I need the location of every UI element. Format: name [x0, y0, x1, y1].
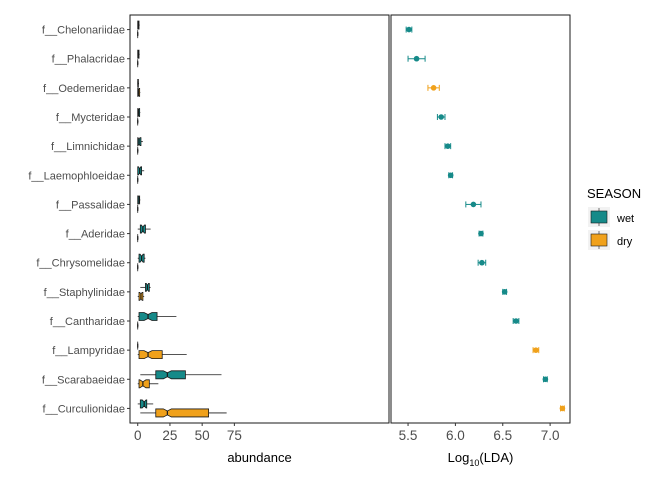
category-label: f__Passalidae [56, 199, 125, 211]
x-axis-title: abundance [227, 450, 291, 465]
category-label: f__Cantharidae [50, 316, 125, 328]
legend-swatch-wet [590, 210, 608, 224]
category-label: f__Chelonariidae [42, 25, 125, 37]
lda-point-f__Lampyridae [532, 347, 540, 354]
lda-point [406, 26, 412, 33]
category-label: f__Oedemeridae [43, 83, 125, 95]
boxplot-wet-0 [137, 20, 140, 30]
lda-point-f__Aderidae [478, 230, 484, 237]
right-panel-frame [390, 14, 571, 424]
legend-title: SEASON [587, 186, 641, 201]
lda-point [413, 55, 420, 62]
boxplot-wet-12 [140, 370, 222, 380]
lda-point [533, 347, 539, 353]
lda-point [445, 143, 451, 149]
legend-label-wet: wet [616, 213, 634, 225]
boxplot-dry-13 [140, 408, 227, 418]
boxplot-wet-1 [137, 49, 140, 59]
lda-point-f__Chelonariidae [405, 26, 413, 33]
box-wet-box [139, 399, 148, 409]
boxplot-dry-1 [137, 59, 139, 68]
lda-point-f__Cantharidae [512, 318, 520, 324]
boxplot-wet-9 [140, 282, 151, 292]
lda-point-f__Laemophloeidae [447, 172, 454, 179]
box-dry-box [155, 408, 209, 418]
x-tick-label: 5.5 [399, 428, 418, 443]
lda-point [501, 289, 508, 295]
x-tick-label: 0 [134, 428, 142, 443]
lda-point-f__Limnichidae [444, 143, 452, 150]
lda-point-f__Curculionidae [559, 405, 566, 412]
lda-panel: 5.5 6.0 6.5 7.0 Log10(LDA) [390, 14, 571, 468]
category-label: f__Mycteridae [56, 112, 125, 124]
category-label: f__Aderidae [66, 229, 125, 241]
box-wet-box [155, 370, 186, 380]
box-dry-box [138, 379, 150, 389]
lda-point [542, 376, 549, 383]
box-dry-box [138, 350, 163, 360]
boxplot-wet-6 [137, 195, 141, 205]
boxplot-wet-13 [137, 399, 154, 409]
boxplot-wet-10 [137, 312, 177, 321]
lda-point-f__Phalacridae [407, 55, 426, 62]
boxplot-dry-12 [137, 379, 159, 389]
boxplot-dry-5 [137, 175, 139, 184]
boxplot-dry-2 [137, 87, 141, 97]
boxplot-dry-4 [137, 146, 139, 155]
lda-point-f__Mycteridae [436, 114, 446, 120]
boxplot-dry-8 [137, 263, 139, 272]
left-panel-frame [129, 14, 390, 424]
lda-point [479, 259, 485, 266]
boxplot-dry-3 [137, 117, 139, 126]
category-label: f__Lampyridae [52, 345, 125, 357]
x-axis-title-base: Log [448, 450, 470, 465]
lda-point [513, 318, 519, 324]
boxplot-dry-9 [137, 291, 145, 301]
legend: SEASON wet dry [587, 186, 641, 250]
legend-label-dry: dry [617, 236, 633, 248]
boxplot-wet-5 [137, 166, 145, 176]
category-label: f__Scarabaeidae [42, 374, 125, 386]
lda-point-f__Staphylinidae [501, 288, 508, 295]
x-axis-title: Log10(LDA) [448, 450, 514, 468]
boxplot-wet-8 [137, 253, 146, 263]
lda-point [559, 405, 566, 412]
lda-point [438, 114, 444, 120]
boxplot-wet-3 [137, 108, 141, 117]
category-label: f__Phalacridae [52, 54, 125, 66]
lda-point [430, 85, 437, 91]
x-tick-label: 75 [227, 428, 242, 443]
lda-point-f__Oedemeridae [427, 84, 440, 91]
lda-point-f__Scarabaeidae [542, 376, 549, 383]
boxplot-dry-6 [137, 204, 139, 213]
boxplot-wet-7 [137, 224, 151, 234]
boxplot-wet-4 [137, 137, 143, 147]
x-tick-label: 6.5 [493, 428, 512, 443]
x-axis-title-rest: (LDA) [479, 450, 513, 465]
category-label: f__Curculionidae [42, 403, 125, 415]
boxplot-wet-2 [137, 78, 140, 88]
category-label: f__Laemophloeidae [28, 170, 125, 182]
boxplot-dry-10 [137, 321, 139, 330]
lda-point-f__Chrysomelidae [477, 259, 487, 266]
abundance-panel: f__Chelonariidae f__Phalacridae f__Oedemer… [28, 14, 390, 465]
lda-point [470, 201, 477, 208]
x-tick-label: 6.0 [446, 428, 465, 443]
legend-swatch-dry [590, 233, 608, 247]
category-label: f__Staphylinidae [44, 287, 125, 299]
category-label: f__Limnichidae [51, 141, 125, 153]
x-axis-title-subscript: 10 [469, 458, 479, 468]
category-label: f__Chrysomelidae [36, 258, 125, 270]
x-tick-label: 7.0 [541, 428, 560, 443]
boxplot-dry-0 [137, 30, 139, 39]
x-tick-label: 25 [162, 428, 177, 443]
x-tick-label: 50 [195, 428, 210, 443]
lda-point [447, 172, 454, 179]
boxplot-dry-7 [137, 234, 139, 243]
boxplot-dry-11 [137, 350, 187, 360]
lda-point [478, 230, 484, 237]
lda-point-f__Passalidae [465, 201, 482, 208]
